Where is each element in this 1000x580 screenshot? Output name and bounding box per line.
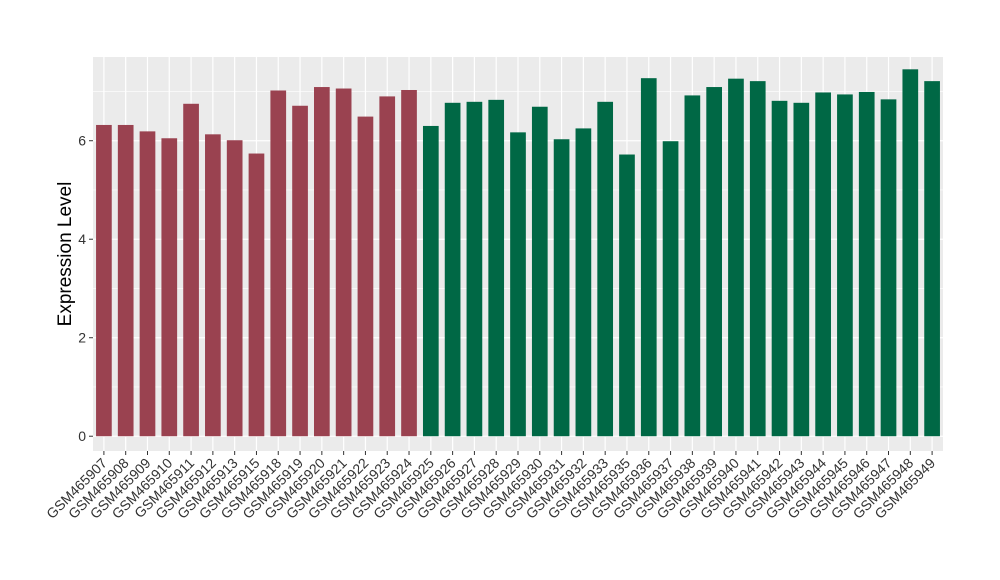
bar-GSM465933 bbox=[597, 101, 614, 437]
bar-GSM465942 bbox=[771, 100, 788, 437]
bar-GSM465946 bbox=[858, 91, 875, 437]
bar-GSM465941 bbox=[749, 81, 766, 437]
bar-GSM465919 bbox=[292, 105, 308, 437]
bar-GSM465949 bbox=[924, 81, 940, 437]
y-tick-label: 2 bbox=[78, 330, 86, 346]
bar-GSM465943 bbox=[793, 102, 810, 437]
y-axis-title: Expression Level bbox=[55, 182, 76, 327]
bars bbox=[96, 69, 940, 437]
bar-GSM465924 bbox=[401, 89, 417, 437]
bar-GSM465915 bbox=[248, 153, 265, 437]
bar-GSM465908 bbox=[117, 124, 134, 437]
bar-GSM465930 bbox=[531, 106, 548, 437]
y-tick-label: 0 bbox=[78, 428, 86, 444]
bar-GSM465923 bbox=[379, 96, 396, 437]
bar-GSM465921 bbox=[335, 88, 352, 437]
bar-GSM465939 bbox=[706, 87, 722, 437]
bar-GSM465937 bbox=[662, 141, 679, 437]
bar-GSM465909 bbox=[139, 131, 156, 437]
bar-GSM465920 bbox=[314, 87, 330, 437]
bar-GSM465932 bbox=[575, 128, 592, 437]
bar-GSM465910 bbox=[161, 138, 178, 437]
bar-GSM465945 bbox=[837, 94, 853, 437]
bar-GSM465922 bbox=[357, 116, 374, 437]
bar-GSM465911 bbox=[183, 103, 199, 437]
y-tick-label: 6 bbox=[78, 133, 86, 149]
bar-GSM465912 bbox=[205, 134, 221, 437]
y-tick-label: 4 bbox=[78, 231, 86, 247]
bar-GSM465907 bbox=[96, 124, 112, 437]
bar-GSM465938 bbox=[684, 95, 701, 437]
bar-GSM465913 bbox=[226, 140, 243, 437]
bar-GSM465931 bbox=[553, 139, 570, 437]
bar-GSM465940 bbox=[728, 78, 744, 437]
bar-GSM465918 bbox=[270, 90, 287, 437]
bar-GSM465928 bbox=[488, 99, 505, 437]
y-axis-ticks: 0 2 4 6 bbox=[78, 133, 93, 444]
bar-GSM465927 bbox=[466, 101, 483, 437]
bar-GSM465925 bbox=[422, 125, 439, 437]
bar-GSM465935 bbox=[619, 154, 635, 437]
bar-GSM465929 bbox=[510, 132, 526, 437]
x-axis-ticks: GSM465907GSM465908GSM465909GSM465910GSM4… bbox=[43, 451, 938, 522]
bar-GSM465947 bbox=[880, 99, 897, 437]
bar-GSM465944 bbox=[815, 92, 831, 437]
bar-GSM465948 bbox=[902, 69, 919, 437]
bar-GSM465936 bbox=[640, 78, 657, 437]
bar-GSM465926 bbox=[444, 102, 461, 437]
